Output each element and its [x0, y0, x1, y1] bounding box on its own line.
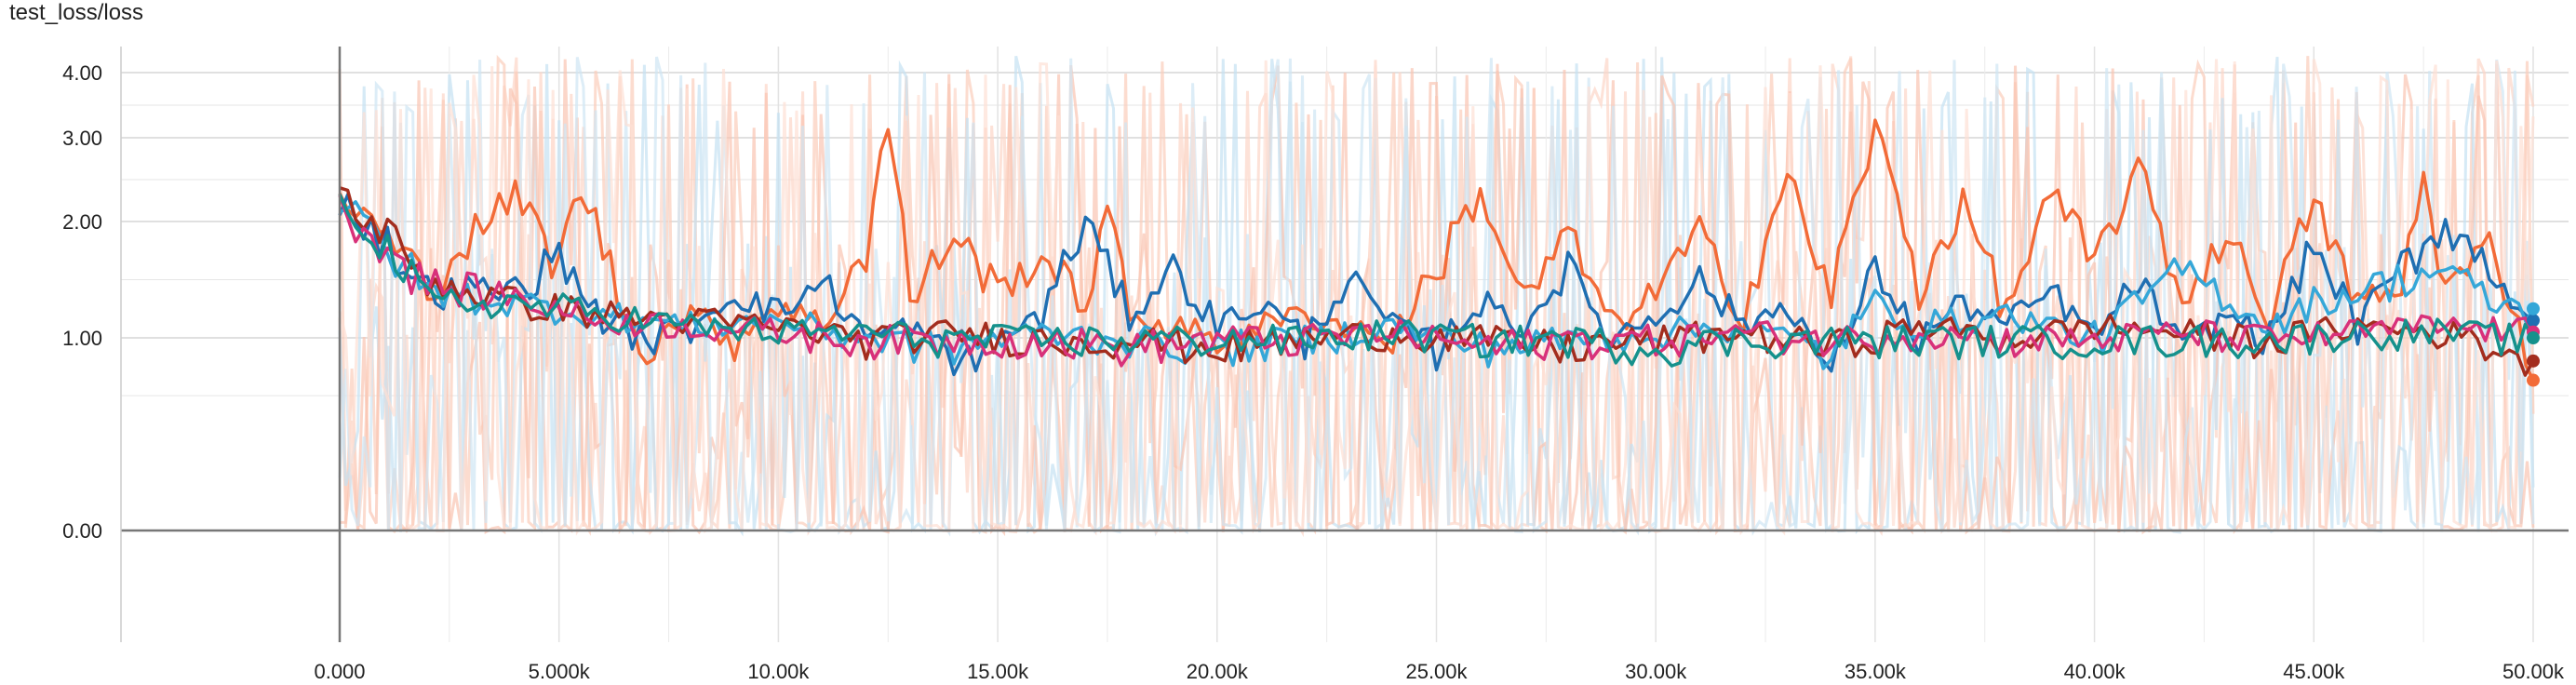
series-endpoint-5 — [2527, 331, 2540, 344]
chart-title: test_loss/loss — [9, 0, 144, 25]
endpoint-layer — [2527, 302, 2540, 387]
series-endpoint-2 — [2527, 302, 2540, 316]
y-tick-label: 0.00 — [62, 519, 102, 543]
x-tick-label: 25.00k — [1405, 660, 1468, 683]
x-tick-label: 45.00k — [2283, 660, 2345, 683]
x-tick-label: 35.00k — [1845, 660, 1907, 683]
x-tick-label: 50.00k — [2502, 660, 2565, 683]
x-tick-label: 5.000k — [529, 660, 591, 683]
axis-layer — [120, 47, 2569, 642]
series-endpoint-0 — [2527, 373, 2540, 387]
y-tick-label: 2.00 — [62, 210, 102, 234]
x-tick-label: 40.00k — [2064, 660, 2127, 683]
tick-layer: 4.00 3.00 2.00 1.00 0.00 0.000 5.000k 10.00k 15.… — [62, 61, 2565, 683]
y-tick-label: 3.00 — [62, 127, 102, 150]
y-tick-label: 1.00 — [62, 327, 102, 350]
x-tick-label: 20.00k — [1187, 660, 1249, 683]
series-line-5 — [338, 193, 2535, 368]
x-tick-label: 0.000 — [314, 660, 365, 683]
series-layer — [338, 118, 2535, 382]
series-endpoint-1 — [2527, 314, 2540, 328]
series-line-3 — [339, 186, 2535, 377]
x-tick-label: 30.00k — [1625, 660, 1687, 683]
series-line-0 — [338, 118, 2535, 382]
x-tick-label: 10.00k — [747, 660, 810, 683]
series-endpoint-3 — [2527, 354, 2540, 368]
x-tick-label: 15.00k — [967, 660, 1029, 683]
y-tick-label: 4.00 — [62, 61, 102, 85]
